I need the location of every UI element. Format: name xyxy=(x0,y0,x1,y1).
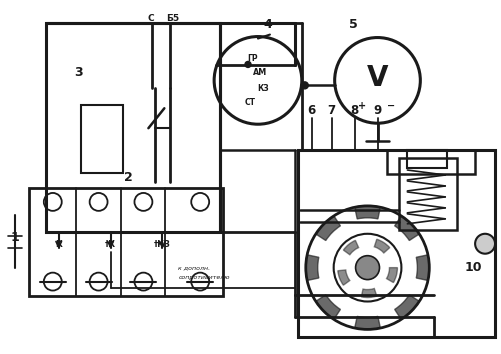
Wedge shape xyxy=(374,239,389,253)
Wedge shape xyxy=(343,240,358,255)
Bar xyxy=(387,150,474,174)
Circle shape xyxy=(355,256,379,280)
Text: V: V xyxy=(366,64,387,92)
Text: −: − xyxy=(387,101,395,111)
Wedge shape xyxy=(305,255,318,280)
Circle shape xyxy=(244,62,250,67)
Text: 6: 6 xyxy=(307,104,315,117)
Wedge shape xyxy=(354,206,380,219)
Text: СТ: СТ xyxy=(244,98,255,107)
Text: Б5: Б5 xyxy=(165,14,178,23)
Text: К: К xyxy=(55,240,62,249)
Text: КЗ: КЗ xyxy=(257,84,268,93)
Text: 9: 9 xyxy=(373,104,381,117)
Text: сопротивителю: сопротивителю xyxy=(178,275,229,280)
Text: 3: 3 xyxy=(74,66,83,79)
Text: ГР: ГР xyxy=(247,54,258,63)
Text: 10: 10 xyxy=(463,261,481,274)
Wedge shape xyxy=(315,216,340,240)
Text: 8: 8 xyxy=(350,104,358,117)
Wedge shape xyxy=(394,216,418,240)
Wedge shape xyxy=(315,295,340,319)
Text: АМ: АМ xyxy=(253,68,267,77)
Bar xyxy=(399,158,456,230)
Wedge shape xyxy=(386,268,397,282)
Circle shape xyxy=(301,82,308,89)
Text: к дополн.: к дополн. xyxy=(178,265,210,270)
Text: 1: 1 xyxy=(11,231,19,244)
Bar xyxy=(297,150,494,337)
Text: 2: 2 xyxy=(124,171,133,184)
Circle shape xyxy=(474,234,494,254)
Text: 5: 5 xyxy=(349,18,357,31)
Bar xyxy=(407,150,446,168)
Text: 4: 4 xyxy=(263,18,272,31)
Wedge shape xyxy=(354,316,380,330)
Wedge shape xyxy=(361,289,376,297)
Text: 7: 7 xyxy=(327,104,335,117)
Text: +: + xyxy=(357,101,365,111)
Bar xyxy=(81,105,122,173)
Bar xyxy=(29,188,222,296)
Text: †КЗ: †КЗ xyxy=(154,240,170,249)
Bar xyxy=(46,23,219,232)
Wedge shape xyxy=(394,295,418,319)
Wedge shape xyxy=(415,255,428,280)
Text: †К: †К xyxy=(105,240,116,249)
Text: С: С xyxy=(147,14,153,23)
Wedge shape xyxy=(337,270,349,285)
